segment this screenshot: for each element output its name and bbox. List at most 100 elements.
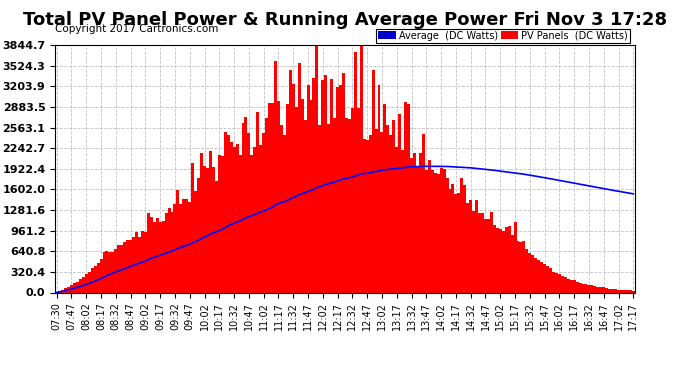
Bar	[286, 104, 289, 292]
Bar	[493, 225, 496, 292]
Bar	[280, 125, 283, 292]
Bar	[227, 135, 230, 292]
Bar	[602, 288, 605, 292]
Bar	[422, 134, 425, 292]
Bar	[570, 280, 573, 292]
Bar	[215, 181, 218, 292]
Bar	[124, 242, 126, 292]
Bar	[241, 123, 244, 292]
Bar	[623, 290, 626, 292]
Bar	[64, 288, 67, 292]
Bar	[522, 240, 525, 292]
Bar	[372, 70, 375, 292]
Bar	[442, 169, 446, 292]
Bar	[248, 133, 250, 292]
Bar	[90, 268, 94, 292]
Bar	[315, 45, 318, 292]
Bar	[108, 252, 111, 292]
Bar	[472, 211, 475, 292]
Legend: Average  (DC Watts), PV Panels  (DC Watts): Average (DC Watts), PV Panels (DC Watts)	[377, 29, 630, 43]
Bar	[115, 249, 117, 292]
Bar	[271, 103, 274, 292]
Bar	[380, 132, 384, 292]
Bar	[274, 61, 277, 292]
Bar	[455, 194, 457, 292]
Bar	[197, 178, 200, 292]
Bar	[120, 245, 124, 292]
Bar	[611, 289, 614, 292]
Bar	[425, 170, 428, 292]
Bar	[605, 288, 608, 292]
Bar	[517, 241, 520, 292]
Bar	[617, 290, 620, 292]
Bar	[555, 273, 558, 292]
Bar	[70, 285, 73, 292]
Bar	[156, 218, 159, 292]
Bar	[165, 213, 168, 292]
Bar	[558, 274, 561, 292]
Bar	[345, 118, 348, 292]
Bar	[395, 147, 398, 292]
Bar	[434, 173, 437, 292]
Bar	[67, 287, 70, 292]
Bar	[221, 156, 224, 292]
Bar	[333, 118, 336, 292]
Bar	[310, 100, 313, 292]
Bar	[129, 240, 132, 292]
Bar	[478, 213, 481, 292]
Bar	[322, 80, 324, 292]
Bar	[377, 86, 380, 292]
Bar	[297, 63, 301, 292]
Bar	[277, 101, 280, 292]
Bar	[265, 118, 268, 292]
Bar	[126, 240, 129, 292]
Bar	[393, 120, 395, 292]
Bar	[463, 185, 466, 292]
Bar	[368, 135, 372, 292]
Bar	[632, 291, 635, 292]
Bar	[591, 285, 593, 292]
Bar	[76, 282, 79, 292]
Bar	[253, 147, 256, 292]
Bar	[531, 255, 534, 292]
Bar	[502, 231, 504, 292]
Bar	[614, 289, 617, 292]
Bar	[268, 103, 271, 292]
Bar	[159, 222, 161, 292]
Bar	[499, 229, 502, 292]
Bar	[451, 184, 455, 292]
Bar	[235, 144, 239, 292]
Bar	[534, 258, 538, 292]
Bar	[161, 222, 165, 292]
Bar	[490, 212, 493, 292]
Bar	[457, 193, 460, 292]
Bar	[135, 232, 138, 292]
Bar	[413, 153, 416, 292]
Bar	[525, 249, 529, 292]
Bar	[194, 190, 197, 292]
Bar	[186, 199, 188, 292]
Bar	[348, 119, 351, 292]
Bar	[546, 266, 549, 292]
Bar	[351, 108, 354, 292]
Bar	[538, 260, 540, 292]
Bar	[239, 155, 241, 292]
Bar	[111, 252, 115, 292]
Bar	[431, 170, 434, 292]
Bar	[289, 70, 292, 292]
Bar	[504, 226, 508, 292]
Bar	[600, 287, 602, 292]
Bar	[573, 280, 575, 292]
Bar	[88, 272, 90, 292]
Bar	[132, 237, 135, 292]
Bar	[437, 174, 440, 292]
Bar	[561, 276, 564, 292]
Bar	[61, 290, 64, 292]
Text: Total PV Panel Power & Running Average Power Fri Nov 3 17:28: Total PV Panel Power & Running Average P…	[23, 11, 667, 29]
Bar	[398, 114, 401, 292]
Bar	[404, 102, 407, 292]
Bar	[218, 155, 221, 292]
Bar	[475, 201, 478, 292]
Bar	[484, 219, 487, 292]
Bar	[144, 232, 147, 292]
